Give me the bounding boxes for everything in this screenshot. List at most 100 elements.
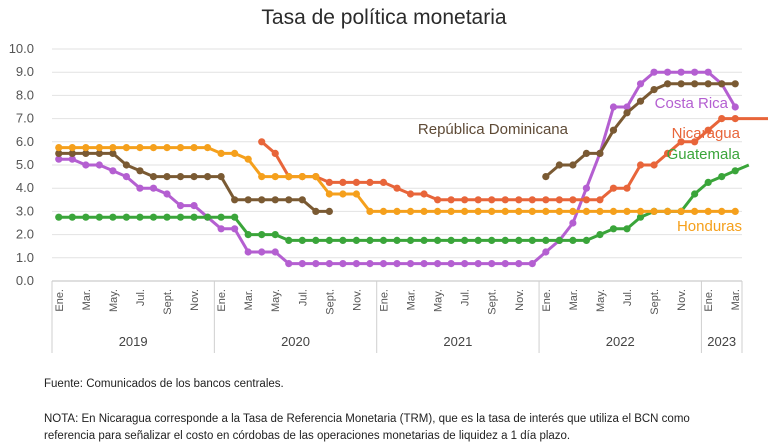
data-point: [636, 213, 645, 221]
data-point: [609, 225, 618, 233]
x-tick-label: Sept.: [649, 289, 661, 315]
data-point: [623, 103, 631, 111]
data-point: [312, 173, 320, 181]
data-point: [677, 207, 685, 215]
data-point: [325, 190, 333, 198]
series-label: Honduras: [677, 218, 742, 235]
data-point: [231, 225, 239, 233]
x-tick-label: Ene.: [54, 289, 66, 312]
data-point: [231, 149, 239, 157]
data-point: [55, 149, 63, 157]
data-point: [149, 173, 158, 181]
data-point: [420, 236, 428, 244]
data-point: [433, 236, 442, 244]
data-point: [325, 178, 333, 186]
data-point: [447, 196, 455, 204]
data-point: [718, 80, 726, 88]
data-point: [163, 144, 171, 152]
data-point: [474, 207, 482, 215]
year-label: 2022: [606, 334, 635, 349]
data-point: [501, 260, 509, 268]
data-point: [406, 190, 415, 198]
data-point: [217, 213, 225, 221]
data-point: [352, 190, 361, 198]
data-point: [325, 260, 333, 268]
x-tick-label: Ene.: [703, 289, 715, 312]
data-point: [136, 184, 144, 192]
data-point: [258, 173, 266, 181]
data-point: [122, 161, 131, 169]
line-chart: 0.0 1.0 2.0 3.0 4.0 5.0 6.0 7.0 8.0 9.0 10.0 Ene. Ma…: [9, 41, 768, 353]
x-tick-label: May.: [433, 289, 445, 312]
data-point: [55, 213, 63, 221]
data-point: [542, 173, 550, 181]
data-point: [298, 196, 306, 204]
data-point: [488, 260, 496, 268]
data-point: [582, 236, 591, 244]
data-point: [704, 68, 712, 76]
data-point: [447, 207, 455, 215]
data-point: [55, 144, 63, 152]
data-point: [122, 213, 131, 221]
data-point: [109, 149, 117, 157]
data-point: [203, 173, 212, 181]
series-line: [58, 163, 750, 242]
data-point: [474, 260, 482, 268]
data-point: [528, 236, 536, 244]
data-point: [461, 207, 469, 215]
data-point: [569, 196, 577, 204]
data-point: [109, 167, 117, 175]
series-label: Costa Rica: [655, 95, 729, 112]
data-point: [176, 213, 185, 221]
data-point: [163, 190, 171, 198]
data-point: [596, 149, 604, 157]
data-point: [366, 207, 374, 215]
x-tick-label: Nov.: [676, 289, 688, 311]
data-point: [609, 184, 618, 192]
x-tick-label: May.: [595, 289, 607, 312]
data-point: [122, 173, 131, 181]
data-point: [366, 236, 374, 244]
data-point: [82, 161, 90, 169]
y-tick-label: 1.0: [16, 250, 34, 265]
data-point: [285, 173, 293, 181]
data-point: [393, 260, 401, 268]
data-point: [109, 144, 117, 152]
data-point: [731, 115, 739, 123]
series-label: República Dominicana: [418, 121, 569, 138]
data-point: [136, 213, 144, 221]
data-point: [569, 219, 577, 227]
data-point: [718, 173, 726, 181]
data-point: [677, 138, 685, 146]
data-point: [515, 260, 523, 268]
data-point: [136, 167, 144, 175]
data-point: [366, 178, 374, 186]
data-point: [149, 184, 158, 192]
x-tick-label: Nov.: [514, 289, 526, 311]
data-point: [244, 248, 252, 256]
data-point: [582, 196, 591, 204]
data-point: [650, 161, 658, 169]
data-point: [339, 260, 347, 268]
x-tick-label: Mar.: [730, 289, 742, 310]
x-tick-label: Mar.: [406, 289, 418, 310]
data-point: [190, 173, 198, 181]
data-point: [650, 68, 658, 76]
data-point: [122, 144, 131, 152]
x-tick-label: Mar.: [243, 289, 255, 310]
data-point: [298, 260, 306, 268]
data-point: [542, 207, 550, 215]
data-point: [163, 173, 171, 181]
y-tick-label: 10.0: [9, 41, 34, 56]
data-point: [393, 184, 401, 192]
data-point: [82, 144, 90, 152]
data-point: [393, 236, 401, 244]
data-point: [515, 236, 523, 244]
data-point: [312, 207, 320, 215]
data-point: [379, 178, 388, 186]
data-point: [691, 80, 699, 88]
data-point: [82, 149, 90, 157]
x-tick-label: May.: [108, 289, 120, 312]
data-point: [149, 144, 158, 152]
data-point: [582, 207, 591, 215]
